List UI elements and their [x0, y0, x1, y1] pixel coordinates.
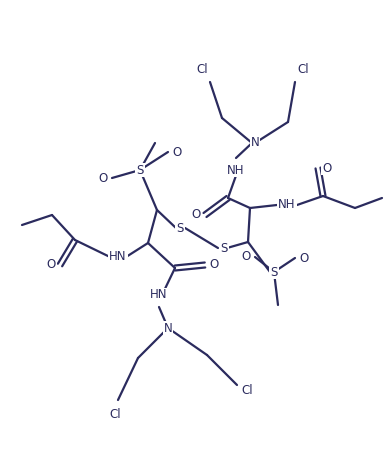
Text: NH: NH — [227, 164, 245, 177]
Text: O: O — [241, 251, 251, 264]
Text: NH: NH — [278, 199, 296, 212]
Text: O: O — [322, 161, 332, 174]
Text: Cl: Cl — [196, 64, 208, 77]
Text: HN: HN — [109, 251, 127, 264]
Text: S: S — [136, 164, 144, 177]
Text: Cl: Cl — [109, 407, 121, 420]
Text: S: S — [176, 221, 184, 234]
Text: O: O — [209, 259, 219, 272]
Text: O: O — [46, 259, 56, 272]
Text: O: O — [98, 172, 108, 185]
Text: HN: HN — [150, 288, 168, 301]
Text: N: N — [164, 321, 172, 334]
Text: N: N — [251, 137, 259, 150]
Text: O: O — [192, 208, 200, 221]
Text: S: S — [220, 241, 228, 254]
Text: S: S — [270, 266, 278, 279]
Text: Cl: Cl — [297, 64, 309, 77]
Text: O: O — [172, 146, 182, 159]
Text: O: O — [300, 252, 308, 265]
Text: Cl: Cl — [241, 384, 253, 397]
